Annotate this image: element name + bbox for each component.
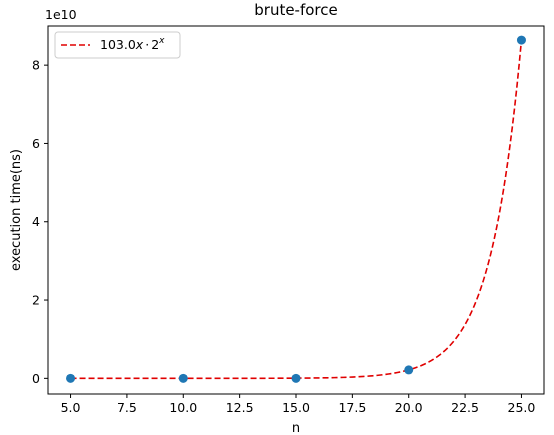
legend-base: 2: [151, 37, 159, 52]
legend-coefficient: 103.0: [100, 37, 136, 52]
data-point: [179, 374, 188, 383]
y-tick-label: 0: [32, 371, 40, 386]
x-tick-label: 22.5: [451, 400, 479, 415]
legend-dot: ·: [145, 37, 149, 52]
chart-title: brute-force: [254, 1, 338, 19]
legend-fit-label: 103.0x · 2x: [100, 36, 165, 52]
legend-exponent: x: [158, 36, 165, 46]
data-point: [404, 365, 413, 374]
x-axis: 5.0 7.5 10.0 12.5 15.0 17.5 20.0 22.5 25.0: [61, 394, 536, 415]
legend-variable: x: [135, 37, 144, 52]
y-axis: 0 2 4 6 8: [32, 58, 48, 386]
data-point: [292, 374, 301, 383]
y-tick-label: 6: [32, 136, 40, 151]
y-scale-label: 1e10: [45, 7, 77, 22]
y-tick-label: 8: [32, 58, 40, 73]
x-tick-label: 20.0: [395, 400, 423, 415]
fit-curve-group: [71, 40, 522, 378]
x-tick-label: 12.5: [226, 400, 254, 415]
x-tick-label: 10.0: [169, 400, 197, 415]
data-points: [66, 36, 526, 383]
data-point: [66, 374, 75, 383]
x-tick-label: 25.0: [508, 400, 536, 415]
x-axis-label: n: [292, 421, 300, 435]
y-axis-label: execution time(ns): [9, 149, 24, 271]
data-point: [517, 36, 526, 45]
x-tick-label: 17.5: [338, 400, 366, 415]
x-tick-label: 15.0: [282, 400, 310, 415]
y-tick-label: 2: [32, 293, 40, 308]
x-tick-label: 5.0: [61, 400, 81, 415]
fit-curve: [71, 40, 522, 378]
y-tick-label: 4: [32, 214, 40, 229]
legend: 103.0x · 2x: [55, 32, 180, 58]
x-tick-label: 7.5: [117, 400, 137, 415]
plot-frame: [48, 26, 544, 394]
